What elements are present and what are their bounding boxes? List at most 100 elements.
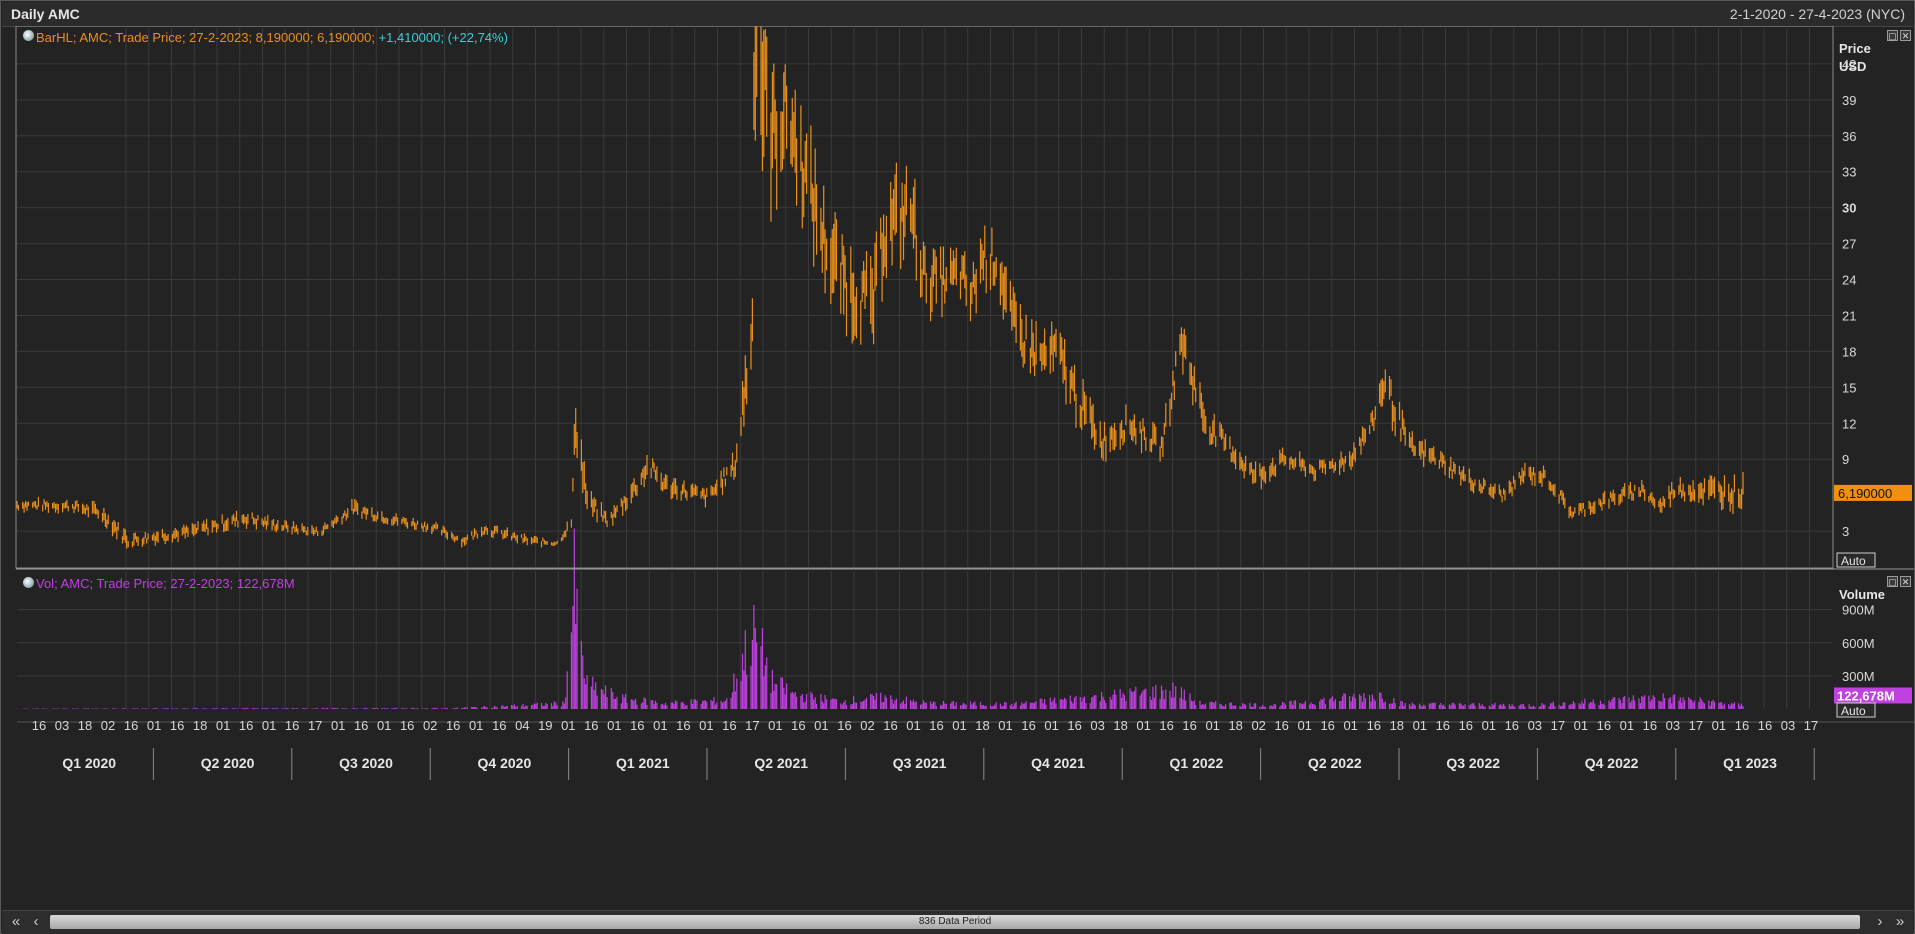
volume-auto-button[interactable]: Auto [1836,702,1876,718]
left-arrow-icon[interactable]: ‹ [33,913,39,930]
x-tick-label: 01 [699,718,713,733]
quarter-label: Q3 2020 [339,755,393,771]
x-tick-label: 17 [1689,718,1703,733]
volume-legend-icon[interactable] [23,577,34,588]
scroll-label: 836 Data Period [918,916,992,927]
price-legend-change: +1,410000; (+22,74%) [379,30,508,45]
price-auto-button[interactable]: Auto [1836,552,1876,568]
svg-text:122,678M: 122,678M [1837,689,1895,704]
x-tick-label: 01 [1136,718,1150,733]
x-tick-label: 16 [1182,718,1196,733]
x-tick-label: 16 [630,718,644,733]
x-tick-label: 01 [216,718,230,733]
x-tick-label: 16 [354,718,368,733]
price-axis-title: Price [1839,41,1871,56]
x-tick-label: 16 [446,718,460,733]
x-tick-label: 16 [1159,718,1173,733]
x-tick-label: 17 [745,718,759,733]
x-tick-label: 01 [653,718,667,733]
right-arrow-icon[interactable]: › [1877,913,1883,930]
x-tick-label: 18 [1228,718,1242,733]
x-tick-label: 02 [1251,718,1265,733]
x-tick-label: 16 [1021,718,1035,733]
x-tick-label: 16 [676,718,690,733]
x-tick-label: 03 [55,718,69,733]
x-tick-label: 01 [1620,718,1634,733]
volume-axis: 300M 600M 900M [1842,603,1875,684]
x-tick-label: 16 [1067,718,1081,733]
x-tick-label: 01 [952,718,966,733]
x-tick-label: 16 [722,718,736,733]
title-bar: Daily AMC 2-1-2020 - 27-4-2023 (NYC) [2,2,1913,27]
x-tick-label: 01 [1482,718,1496,733]
x-tick-label: 02 [860,718,874,733]
x-tick-label: 01 [377,718,391,733]
price-tick-label: 33 [1842,165,1856,180]
x-tick-label: 16 [1758,718,1772,733]
price-tick-label: 15 [1842,380,1856,395]
x-tick-label: 16 [929,718,943,733]
x-tick-label: 16 [1597,718,1611,733]
x-tick-label: 16 [400,718,414,733]
quarter-label: Q2 2022 [1308,755,1362,771]
volume-axis-title: Volume [1839,587,1885,602]
window-title: Daily AMC [11,6,80,22]
price-last-value-tag: 6,190000 [1834,484,1912,501]
price-tick-label: 18 [1842,344,1856,359]
x-tick-label: 01 [768,718,782,733]
x-tick-label: 01 [262,718,276,733]
x-tick-label: 16 [239,718,253,733]
quarter-label: Q2 2021 [754,755,808,771]
x-tick-label: 18 [1113,718,1127,733]
x-tick-label: 16 [1367,718,1381,733]
x-tick-label: 01 [814,718,828,733]
volume-maximize-icon[interactable]: ▢ [1887,576,1898,587]
quarter-label: Q4 2021 [1031,755,1085,771]
x-tick-label: 02 [101,718,115,733]
x-tick-label: 18 [78,718,92,733]
volume-tick-label: 300M [1842,669,1875,684]
x-tick-label: 03 [1528,718,1542,733]
price-tick-label: 30 [1842,201,1856,216]
price-pane-border [15,26,1834,569]
x-tick-label: 01 [1574,718,1588,733]
x-tick-label: 17 [1551,718,1565,733]
x-tick-label: 01 [1297,718,1311,733]
scroll-thumb[interactable]: 836 Data Period [50,915,1860,929]
x-tick-label: 01 [906,718,920,733]
x-tick-label: 01 [1413,718,1427,733]
double-left-arrow-icon[interactable]: « [11,913,21,930]
price-close-icon[interactable]: ✕ [1900,30,1911,41]
x-tick-label: 16 [1274,718,1288,733]
volume-bars [16,528,1744,709]
price-legend-icon[interactable] [23,30,34,41]
quarter-label: Q1 2020 [62,755,116,771]
price-legend: BarHL; AMC; Trade Price; 27-2-2023; 8,19… [36,30,508,45]
x-tick-label: 16 [584,718,598,733]
x-tick-label: 16 [791,718,805,733]
x-tick-label: 16 [1459,718,1473,733]
volume-close-icon[interactable]: ✕ [1900,576,1911,587]
x-tick-label: 16 [285,718,299,733]
price-maximize-icon[interactable]: ▢ [1887,30,1898,41]
quarter-label: Q1 2022 [1170,755,1224,771]
x-tick-label: 18 [1390,718,1404,733]
price-tick-label: 24 [1842,273,1856,288]
x-tick-label: 02 [423,718,437,733]
x-tick-label: 03 [1781,718,1795,733]
x-tick-label: 17 [308,718,322,733]
double-right-arrow-icon[interactable]: » [1895,913,1905,930]
quarter-label: Q4 2022 [1585,755,1639,771]
x-tick-label: 01 [1712,718,1726,733]
quarter-label: Q3 2022 [1446,755,1500,771]
x-tick-label: 01 [469,718,483,733]
x-tick-label: 16 [1436,718,1450,733]
date-range: 2-1-2020 - 27-4-2023 (NYC) [1729,6,1905,22]
x-tick-label: 01 [998,718,1012,733]
volume-auto-label: Auto [1841,704,1866,718]
price-axis-unit: USD [1839,59,1866,74]
x-tick-label: 19 [538,718,552,733]
x-tick-label: 01 [1205,718,1219,733]
